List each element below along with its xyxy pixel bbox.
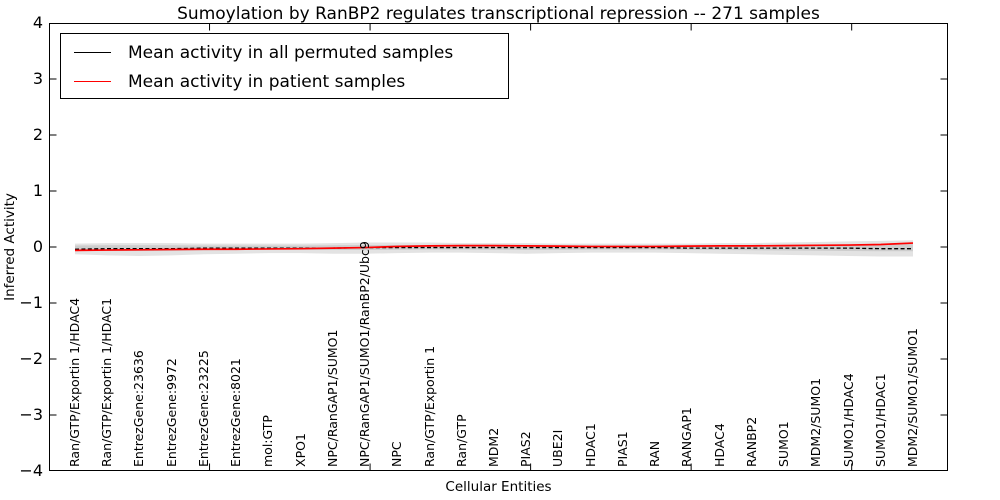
x-category-label: Ran/GTP/Exportin 1/HDAC4 bbox=[67, 297, 82, 467]
x-category-label: RAN bbox=[647, 440, 663, 467]
legend-entry-patient: Mean activity in patient samples bbox=[74, 67, 508, 96]
legend-entry-permuted: Mean activity in all permuted samples bbox=[74, 38, 508, 67]
x-category-label: Ran/GTP/Exportin 1 bbox=[421, 345, 437, 467]
x-category-label: HDAC1 bbox=[582, 423, 598, 467]
x-category-label: MDM2/SUMO1 bbox=[808, 377, 824, 467]
plot-area bbox=[49, 23, 948, 471]
x-category-label: NPC/RanGAP1/SUMO1/RanBP2/Ubc9 bbox=[357, 241, 373, 467]
x-category-label: mol:GTP bbox=[260, 415, 276, 467]
y-tick-label: 4 bbox=[32, 13, 43, 32]
x-category-label: PIAS1 bbox=[614, 431, 630, 467]
x-category-label: XPO1 bbox=[292, 433, 308, 467]
permuted-line-swatch bbox=[74, 52, 111, 53]
x-category-label: Ran/GTP bbox=[453, 414, 469, 467]
y-tick-label: 0 bbox=[32, 237, 43, 256]
y-tick-label: 3 bbox=[32, 69, 43, 88]
x-category-label: UBE2I bbox=[550, 429, 566, 467]
x-category-label: MDM2 bbox=[486, 427, 501, 467]
x-category-label: EntrezGene:9972 bbox=[163, 358, 179, 467]
x-category-label: MDM2/SUMO1/SUMO1 bbox=[905, 328, 920, 467]
y-tick-label: −2 bbox=[19, 349, 43, 368]
x-category-label: SUMO1/HDAC1 bbox=[872, 373, 888, 467]
x-category-label: NPC bbox=[389, 441, 405, 467]
x-category-label: NPC/RanGAP1/SUMO1 bbox=[324, 329, 340, 467]
axes-frame bbox=[49, 23, 948, 471]
legend-label-permuted: Mean activity in all permuted samples bbox=[128, 42, 454, 63]
x-category-label: PIAS2 bbox=[518, 431, 534, 467]
x-category-label: Ran/GTP/Exportin 1/HDAC1 bbox=[99, 297, 115, 467]
y-tick-label: −1 bbox=[19, 293, 43, 312]
y-tick-label: −4 bbox=[19, 461, 43, 480]
x-category-label: HDAC4 bbox=[711, 423, 727, 467]
patient-line-swatch bbox=[74, 81, 111, 82]
chart-title: Sumoylation by RanBP2 regulates transcri… bbox=[177, 4, 820, 24]
x-category-label: RANBP2 bbox=[743, 416, 759, 467]
y-tick-label: 2 bbox=[32, 125, 43, 144]
x-category-label: SUMO1/HDAC4 bbox=[840, 373, 856, 467]
x-category-label: SUMO1 bbox=[776, 421, 792, 467]
legend-label-patient: Mean activity in patient samples bbox=[128, 71, 406, 92]
y-tick-label: −3 bbox=[19, 405, 43, 424]
x-category-label: RANGAP1 bbox=[679, 407, 695, 467]
x-axis-label: Cellular Entities bbox=[445, 479, 552, 495]
permuted-mean-line bbox=[74, 246, 913, 250]
x-category-label: EntrezGene:23225 bbox=[195, 350, 211, 467]
x-category-label: EntrezGene:8021 bbox=[228, 358, 244, 467]
x-category-label: EntrezGene:23636 bbox=[131, 350, 147, 467]
patient-mean-line bbox=[74, 242, 914, 252]
legend-box: Mean activity in all permuted samples Me… bbox=[60, 33, 509, 99]
y-tick-label: 1 bbox=[32, 181, 43, 200]
